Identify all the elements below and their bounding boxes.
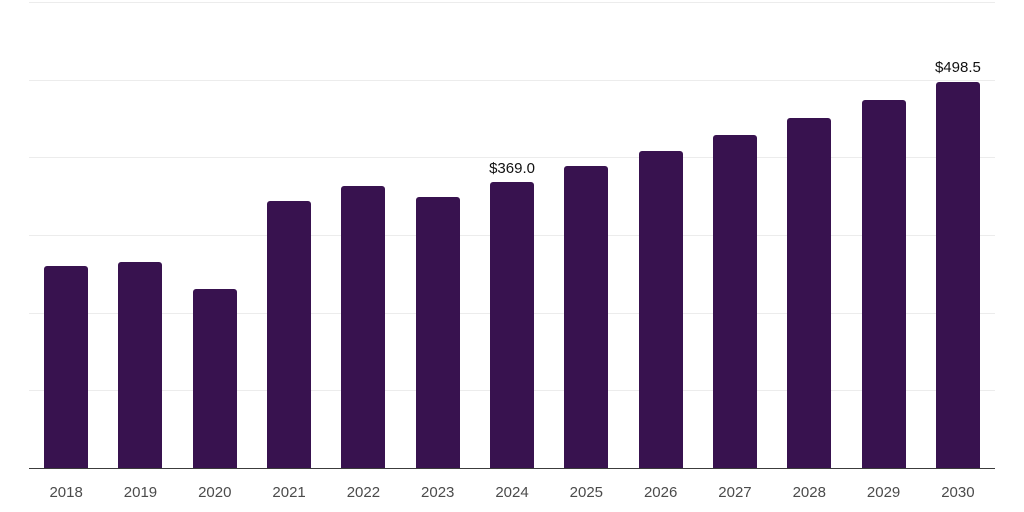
x-tick-2022: 2022 xyxy=(346,484,381,501)
bar-2018 xyxy=(44,266,89,469)
x-tick-2023: 2023 xyxy=(421,484,455,501)
bar-slot-2022 xyxy=(326,3,400,469)
x-tick-2019: 2019 xyxy=(123,484,158,501)
x-tick-2018: 2018 xyxy=(49,484,83,501)
x-tick-2026: 2026 xyxy=(643,484,678,501)
bar-slot-2025 xyxy=(549,3,623,469)
x-tick-2030: 2030 xyxy=(941,484,975,501)
x-tick-2025: 2025 xyxy=(569,484,604,501)
gridline-600 xyxy=(29,2,995,3)
bar-value-label-2024: $369.0 xyxy=(489,159,535,177)
x-tick-2028: 2028 xyxy=(792,484,826,501)
plot-area: $369.0 $498.5 xyxy=(29,2,995,469)
x-tick-2021: 2021 xyxy=(272,484,306,501)
x-tick-2029: 2029 xyxy=(866,484,901,501)
bar-2019 xyxy=(118,262,163,469)
bar-2029 xyxy=(861,100,906,469)
bar-2023 xyxy=(415,197,460,469)
bar-2020 xyxy=(192,288,237,469)
bar-slot-2030: $498.5 xyxy=(921,3,995,469)
bar-slot-2028 xyxy=(772,3,846,469)
bar-slot-2029 xyxy=(846,3,920,469)
bar-slot-2027 xyxy=(698,3,772,469)
x-tick-2027: 2027 xyxy=(718,484,752,501)
bar-slot-2019 xyxy=(103,3,177,469)
gridline-500 xyxy=(29,79,995,81)
bar-2022 xyxy=(341,186,386,469)
x-axis-line xyxy=(29,467,995,469)
gridline-400 xyxy=(29,157,995,159)
bar-value-label-2030: $498.5 xyxy=(934,59,981,77)
bar-2025 xyxy=(564,166,609,469)
bar-2030 xyxy=(935,81,980,469)
x-tick-2020: 2020 xyxy=(198,484,232,501)
bar-2027 xyxy=(712,135,757,469)
bar-slot-2021 xyxy=(252,3,326,469)
bar-slot-2026 xyxy=(624,3,698,469)
bar-slot-2024: $369.0 xyxy=(475,3,549,469)
x-axis-labels: 2018 2019 2020 2021 2022 2023 2024 2025 2026 2027… xyxy=(29,484,995,502)
bar-2026 xyxy=(638,150,683,469)
bars-layer: $369.0 $498.5 xyxy=(29,3,995,469)
bar-slot-2020 xyxy=(178,3,252,469)
bar-2028 xyxy=(787,117,832,469)
bar-2021 xyxy=(267,201,312,469)
bar-slot-2018 xyxy=(29,3,103,469)
bar-2024 xyxy=(490,182,535,469)
x-tick-2024: 2024 xyxy=(495,484,529,501)
bar-slot-2023 xyxy=(401,3,475,469)
